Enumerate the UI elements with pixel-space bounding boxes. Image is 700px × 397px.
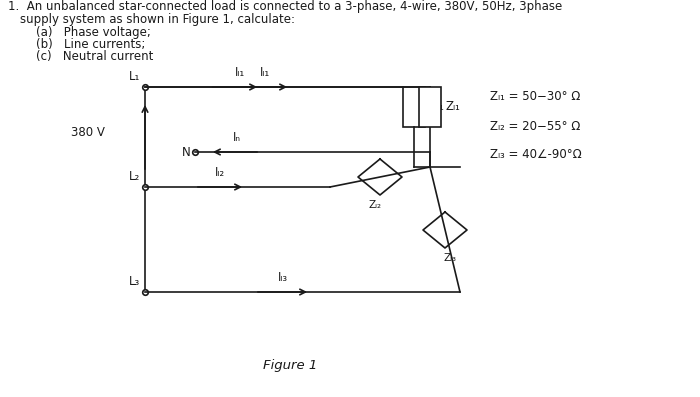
Text: L₃: L₃ <box>129 275 140 288</box>
Text: Iₗ₃: Iₗ₃ <box>278 271 288 284</box>
Bar <box>419 87 441 127</box>
Text: (a)   Phase voltage;: (a) Phase voltage; <box>36 26 151 39</box>
Text: (c)   Neutral current: (c) Neutral current <box>36 50 153 63</box>
Text: Zₗ₁: Zₗ₁ <box>429 100 444 114</box>
Text: L₂: L₂ <box>129 170 140 183</box>
Text: Figure 1: Figure 1 <box>263 358 317 372</box>
Text: Zₗ₂: Zₗ₂ <box>368 200 382 210</box>
Text: Iₗ₁: Iₗ₁ <box>235 66 245 79</box>
Text: 380 V: 380 V <box>71 125 105 139</box>
Text: N: N <box>182 145 191 158</box>
Text: L₁: L₁ <box>129 70 140 83</box>
Text: supply system as shown in Figure 1, calculate:: supply system as shown in Figure 1, calc… <box>20 13 295 26</box>
Text: Zₗ₁: Zₗ₁ <box>445 100 460 114</box>
Bar <box>403 87 425 127</box>
Text: Zₗ₃: Zₗ₃ <box>444 253 456 263</box>
Text: Iₙ: Iₙ <box>233 131 241 144</box>
Text: 1.  An unbalanced star-connected load is connected to a 3-phase, 4-wire, 380V, 5: 1. An unbalanced star-connected load is … <box>8 0 562 13</box>
Text: Iₗ₂: Iₗ₂ <box>215 166 225 179</box>
Text: (b)   Line currents;: (b) Line currents; <box>36 38 146 51</box>
Text: Zₗ₁ = 50−30° Ω: Zₗ₁ = 50−30° Ω <box>490 91 580 104</box>
Text: Iₗ₁: Iₗ₁ <box>260 66 270 79</box>
Text: Zₗ₃ = 40∠-90°Ω: Zₗ₃ = 40∠-90°Ω <box>490 148 582 162</box>
Text: Zₗ₂ = 20−55° Ω: Zₗ₂ = 20−55° Ω <box>490 121 580 133</box>
